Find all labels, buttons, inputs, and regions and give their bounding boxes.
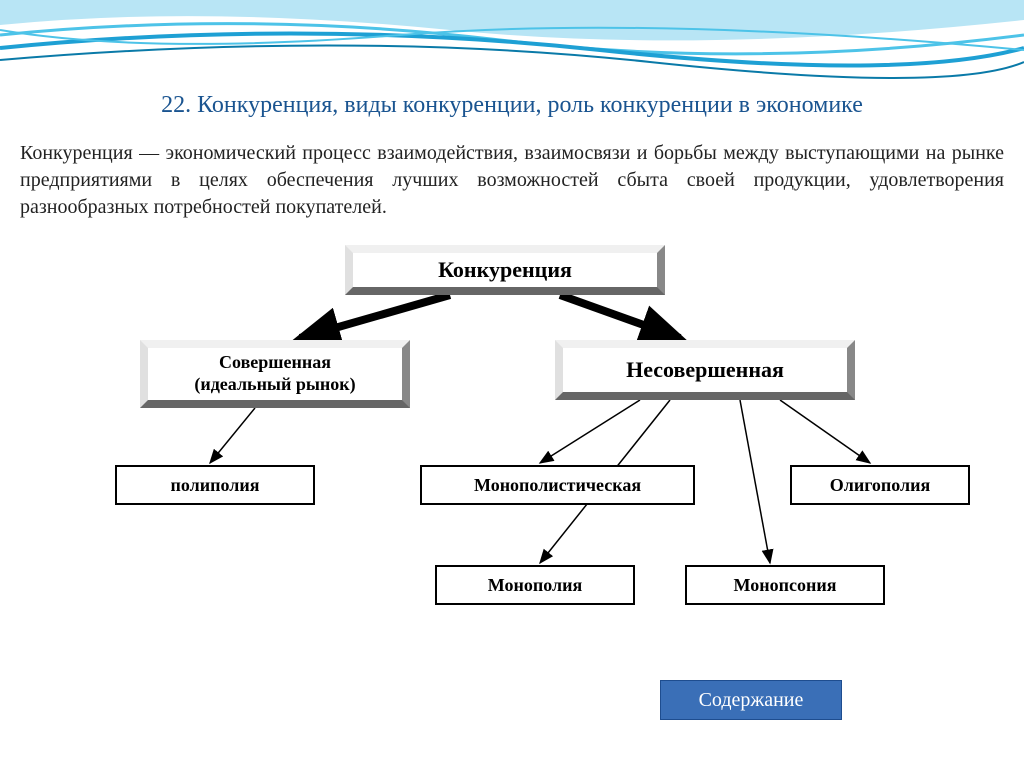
contents-button[interactable]: Содержание: [660, 680, 842, 720]
diagram-node-oligo: Олигополия: [790, 465, 970, 505]
competition-diagram: Конкуренция Совершенная(идеальный рынок) Н…: [0, 235, 1024, 655]
diagram-node-monop: Монополия: [435, 565, 635, 605]
definition-text: Конкуренция — экономический процесс взаи…: [20, 140, 1004, 221]
diagram-node-monops: Монопсония: [685, 565, 885, 605]
diagram-node-root: Конкуренция: [345, 245, 665, 295]
wave-decoration: [0, 0, 1024, 90]
page-title: 22. Конкуренция, виды конкуренции, роль …: [0, 92, 1024, 119]
diagram-node-poly: полиполия: [115, 465, 315, 505]
diagram-node-perfect: Совершенная(идеальный рынок): [140, 340, 410, 408]
diagram-node-imperfect: Несовершенная: [555, 340, 855, 400]
diagram-node-monopol: Монополистическая: [420, 465, 695, 505]
